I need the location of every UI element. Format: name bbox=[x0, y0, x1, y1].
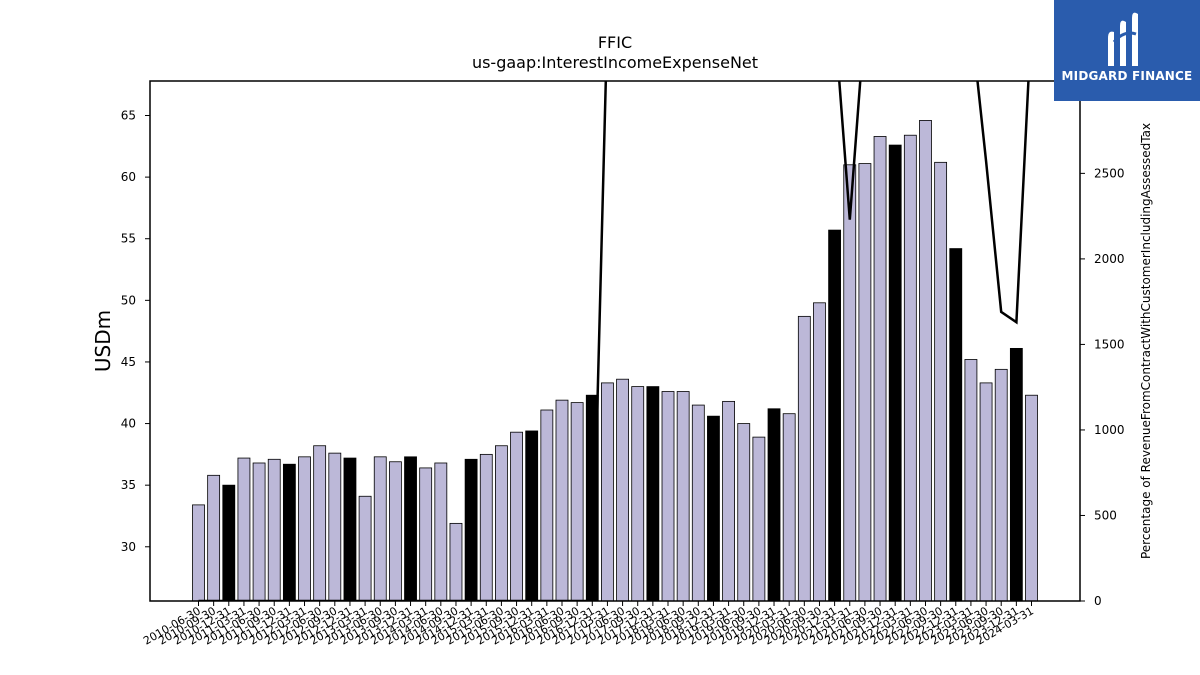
chart-subtitle: us-gaap:InterestIncomeExpenseNet bbox=[472, 53, 758, 72]
y-axis-label: USDm bbox=[91, 310, 115, 372]
bar-2010-09-30 bbox=[207, 474, 221, 602]
y2-tick-label: 1000 bbox=[1094, 423, 1125, 437]
bar-2022-09-30 bbox=[934, 161, 948, 602]
bar-2014-03-31 bbox=[419, 467, 433, 602]
bar-2023-12-31 bbox=[1009, 347, 1023, 602]
plot-frame bbox=[149, 80, 1081, 602]
y-tick-label: 35 bbox=[121, 478, 136, 492]
bar-2011-03-31 bbox=[237, 457, 251, 602]
bar-2020-03-31 bbox=[782, 413, 796, 602]
y2-tick-label: 500 bbox=[1094, 508, 1117, 522]
bar-2021-06-30 bbox=[858, 163, 872, 602]
bar-2020-06-30 bbox=[797, 315, 811, 602]
bar-2019-06-30 bbox=[737, 423, 751, 602]
bar-2017-03-31 bbox=[601, 382, 614, 602]
y-tick-label: 60 bbox=[121, 170, 136, 184]
bar-2023-03-31 bbox=[964, 359, 978, 602]
bar-2017-12-31 bbox=[646, 386, 660, 602]
y2-axis-ticks: 0 500 1000 1500 2000 2500 bbox=[1080, 166, 1125, 608]
bar-2013-09-30 bbox=[388, 461, 402, 602]
bar-2021-12-31 bbox=[888, 144, 902, 602]
bar-2018-06-30 bbox=[676, 391, 690, 602]
bar-2012-06-30 bbox=[313, 445, 327, 602]
y-tick-label: 50 bbox=[121, 293, 136, 307]
bar-2022-12-31 bbox=[949, 248, 963, 602]
midgard-logo-icon bbox=[1108, 12, 1138, 67]
bar-2021-09-30 bbox=[873, 136, 887, 602]
bar-2017-09-30 bbox=[631, 386, 645, 602]
bar-2023-06-30 bbox=[979, 382, 993, 602]
bar-2021-03-31 bbox=[843, 164, 857, 602]
bar-2019-03-31 bbox=[722, 400, 735, 602]
bar-2011-06-30 bbox=[252, 462, 266, 602]
bar-2014-06-30 bbox=[434, 462, 448, 602]
y-tick-label: 30 bbox=[121, 540, 136, 554]
bar-2019-12-31 bbox=[767, 408, 781, 602]
bar-2020-12-31 bbox=[828, 229, 842, 602]
bar-2013-12-31 bbox=[404, 456, 417, 602]
bar-2013-03-31 bbox=[358, 495, 372, 602]
bar-2016-06-30 bbox=[555, 399, 569, 602]
bar-2015-12-31 bbox=[525, 430, 539, 602]
y2-tick-label: 1500 bbox=[1094, 337, 1125, 351]
y-axis-ticks: 30 35 40 45 50 55 60 65 bbox=[121, 109, 150, 554]
y-tick-label: 55 bbox=[121, 232, 136, 246]
bar-2022-03-31 bbox=[903, 134, 917, 602]
bar-2018-03-31 bbox=[661, 391, 675, 602]
bar-2014-09-30 bbox=[449, 522, 463, 602]
bar-2011-12-31 bbox=[282, 463, 296, 602]
bar-2024-03-31 bbox=[1025, 394, 1038, 602]
bar-2014-12-31 bbox=[464, 458, 478, 602]
y2-tick-label: 0 bbox=[1094, 594, 1102, 608]
x-axis-ticks: 2010-06-302010-09-302010-12-312011-03-31… bbox=[141, 601, 1036, 648]
bar-2010-06-30 bbox=[192, 504, 205, 602]
bar-2022-06-30 bbox=[919, 120, 932, 602]
y2-tick-label: 2000 bbox=[1094, 252, 1125, 266]
bar-2015-09-30 bbox=[510, 431, 523, 602]
bar-2011-09-30 bbox=[267, 458, 281, 602]
logo-text: MIDGARD FINANCE bbox=[1061, 69, 1193, 83]
y2-axis-label: Percentage of RevenueFromContractWithCus… bbox=[1139, 123, 1153, 559]
bar-2019-09-30 bbox=[752, 436, 766, 602]
chart-title: FFIC bbox=[598, 33, 632, 52]
y-tick-label: 40 bbox=[121, 417, 136, 431]
bar-2012-12-31 bbox=[343, 457, 357, 602]
bar-2012-09-30 bbox=[328, 452, 342, 602]
bar-2015-06-30 bbox=[495, 445, 508, 602]
bar-2016-03-31 bbox=[540, 409, 554, 602]
bars-group bbox=[192, 120, 1038, 602]
bar-2018-09-30 bbox=[691, 404, 705, 602]
y-tick-label: 65 bbox=[121, 109, 136, 123]
bar-2012-03-31 bbox=[298, 456, 311, 602]
bar-2010-12-31 bbox=[222, 484, 236, 602]
bar-2016-09-30 bbox=[570, 402, 584, 602]
bar-2017-06-30 bbox=[616, 378, 629, 602]
bar-2018-12-31 bbox=[707, 415, 720, 602]
y2-tick-label: 2500 bbox=[1094, 166, 1125, 180]
bar-2023-09-30 bbox=[994, 368, 1008, 602]
y-tick-label: 45 bbox=[121, 355, 136, 369]
bar-2020-09-30 bbox=[813, 302, 826, 602]
bar-2013-06-30 bbox=[373, 456, 387, 602]
bar-2015-03-31 bbox=[479, 453, 493, 602]
logo: MIDGARD FINANCE bbox=[1054, 0, 1200, 101]
